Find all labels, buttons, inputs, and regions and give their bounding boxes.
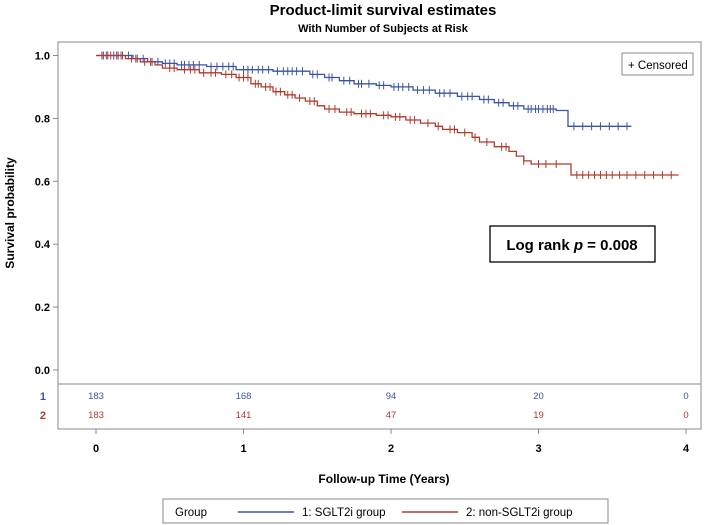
- annotation-box: [489, 225, 656, 263]
- chart-title: Product-limit survival estimates: [270, 2, 497, 19]
- risk-value: 0: [683, 410, 688, 421]
- legend-label: 1: SGLT2i group: [302, 507, 386, 519]
- censored-marks-1: [102, 51, 628, 131]
- risk-value: 183: [88, 391, 104, 402]
- risk-table: 1 183 168 94 20 0 2 183 141 47 19 0: [40, 391, 689, 422]
- y-tick-label: 0.4: [35, 239, 51, 251]
- y-tick-label: 0.2: [35, 302, 50, 314]
- x-tick-label: 1: [240, 443, 246, 455]
- risk-row-label: 2: [40, 410, 46, 422]
- risk-value: 19: [533, 410, 544, 421]
- censored-marks-2: [101, 51, 672, 180]
- survival-curve-1: [96, 54, 632, 127]
- x-axis-label: Follow-up Time (Years): [318, 472, 449, 486]
- risk-value: 183: [88, 410, 104, 421]
- logrank-suffix: = 0.008: [583, 237, 638, 254]
- risk-value: 141: [236, 410, 252, 421]
- logrank-p: p: [573, 237, 583, 254]
- group-legend-box: [162, 498, 609, 524]
- survival-curves: [96, 51, 679, 180]
- chart-subtitle: With Number of Subjects at Risk: [298, 23, 469, 35]
- plot-frame: [57, 41, 702, 430]
- x-axis-ticks: 0 1 2 3 4: [93, 429, 690, 455]
- risk-value: 47: [386, 410, 397, 421]
- risk-value: 94: [386, 391, 397, 402]
- risk-value: 0: [683, 391, 688, 402]
- logrank-prefix: Log rank: [506, 237, 574, 254]
- survival-curve-2: [96, 54, 679, 176]
- logrank-annotation: Log rank p = 0.008: [506, 237, 637, 254]
- y-axis-ticks: 0.0 0.2 0.4 0.6 0.8 1.0: [35, 51, 58, 377]
- x-tick-label: 0: [93, 443, 99, 455]
- x-tick-label: 2: [388, 443, 394, 455]
- risk-value: 168: [236, 391, 252, 402]
- x-tick-label: 4: [683, 443, 690, 455]
- censored-legend-label: + Censored: [628, 60, 688, 72]
- risk-row-label: 1: [40, 391, 46, 403]
- group-legend-items: 1: SGLT2i group 2: non-SGLT2i group: [238, 507, 573, 519]
- y-axis-label: Survival probability: [3, 157, 17, 269]
- y-tick-label: 0.0: [35, 365, 50, 377]
- censored-legend-box: [621, 52, 694, 76]
- y-tick-label: 0.6: [35, 176, 50, 188]
- y-tick-label: 1.0: [35, 51, 50, 63]
- y-tick-label: 0.8: [35, 113, 50, 125]
- x-tick-label: 3: [535, 443, 541, 455]
- legend-label: 2: non-SGLT2i group: [466, 507, 573, 519]
- group-legend-title: Group: [175, 507, 207, 519]
- risk-value: 20: [533, 391, 544, 402]
